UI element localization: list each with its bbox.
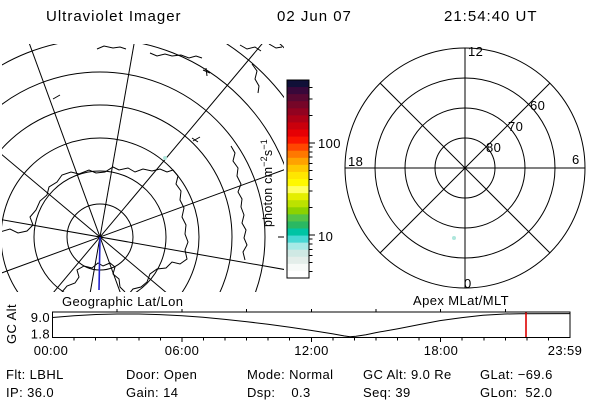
- colorbar-band: [287, 242, 309, 251]
- colorbar-band: [287, 228, 309, 237]
- colorbar-band: [287, 193, 309, 201]
- status-glat: GLat: −69.6: [480, 367, 553, 382]
- colorbar-panel: 100 10 photon cm−2s−1: [259, 79, 341, 279]
- colorbar-band: [287, 101, 309, 109]
- apex-polar-panel: 12 18 6 0 60 70 80 Apex MLat/MLT: [344, 44, 586, 308]
- mlt-label-18: 18: [348, 154, 363, 169]
- status-gc-alt: GC Alt: 9.0 Re: [363, 367, 452, 382]
- apex-polar-caption: Apex MLat/MLT: [413, 293, 509, 308]
- colorbar-tick-label-100: 100: [318, 136, 341, 151]
- geographic-map-panel: Geographic Lat/Lon: [2, 44, 284, 309]
- status-seq: Seq: 39: [363, 385, 411, 400]
- colorbar-band: [287, 270, 309, 279]
- status-ip: IP: 36.0: [6, 385, 54, 400]
- colorbar-band: [287, 94, 309, 102]
- mlt-label-12: 12: [468, 44, 483, 59]
- header-date: 02 Jun 07: [277, 8, 352, 25]
- colorbar-band: [287, 150, 309, 159]
- colorbar-gradient: [287, 80, 309, 279]
- status-glon: GLon: 52.0: [480, 385, 552, 400]
- colorbar-frame: [286, 79, 310, 279]
- xtick-0600: 06:00: [165, 343, 200, 358]
- colorbar-band: [287, 136, 309, 145]
- xtick-1800: 18:00: [424, 343, 459, 358]
- coastline-antarctica: [2, 44, 283, 292]
- header-time-ut: 21:54:40 UT: [444, 8, 538, 25]
- timeline-hour-ticks: [73, 337, 549, 342]
- colorbar-band: [287, 157, 309, 166]
- colorbar-band: [287, 122, 309, 131]
- timeline-frame: [52, 311, 571, 338]
- status-door: Door: Open: [126, 367, 197, 382]
- xtick-0000: 00:00: [34, 343, 69, 358]
- colorbar-band: [287, 108, 309, 116]
- colorbar-band: [287, 164, 309, 173]
- colorbar-band: [287, 143, 309, 152]
- colorbar-band: [287, 115, 309, 124]
- meridian-lines: [2, 44, 284, 292]
- colorbar-tick-label-10: 10: [318, 229, 333, 244]
- ytick-9.0: 9.0: [31, 310, 50, 325]
- colorbar-band: [287, 179, 309, 187]
- colorbar-minor-ticks: [309, 87, 313, 273]
- colorbar-band: [287, 249, 309, 258]
- colorbar-band: [287, 214, 309, 223]
- colorbar-band: [287, 171, 309, 180]
- uv-emission-spot-left: [163, 156, 167, 160]
- colorbar-band: [287, 207, 309, 215]
- colorbar-band: [287, 263, 309, 272]
- mlt-spokes: [345, 48, 585, 288]
- colorbar-band: [287, 200, 309, 208]
- colorbar-unit-label: photon cm−2s−1: [259, 139, 275, 227]
- colorbar-band: [287, 186, 309, 194]
- colorbar-band: [287, 256, 309, 265]
- colorbar-band: [287, 87, 309, 95]
- status-mode: Mode: Normal: [247, 367, 333, 382]
- xtick-2359: 23:59: [548, 343, 583, 358]
- colorbar-band: [287, 221, 309, 230]
- status-flt: Flt: LBHL: [6, 367, 64, 382]
- header: Ultraviolet Imager 02 Jun 07 21:54:40 UT: [46, 8, 538, 25]
- colorbar-band: [287, 80, 309, 88]
- satellite-track-line: [98, 236, 101, 291]
- timeline-ylabel: GC Alt: [4, 304, 19, 344]
- app-title: Ultraviolet Imager: [46, 8, 182, 25]
- colorbar-band: [287, 129, 309, 138]
- gc-alt-curve: [52, 313, 571, 338]
- timeline-top-ticks: [116, 309, 506, 312]
- mlat-label-70: 70: [508, 119, 523, 134]
- ytick-1.8: 1.8: [31, 327, 50, 342]
- uv-emission-spot-right: [452, 236, 456, 240]
- status-dsp: Dsp: 0.3: [247, 385, 311, 400]
- status-gain: Gain: 14: [126, 385, 178, 400]
- mlat-label-60: 60: [530, 98, 545, 113]
- colorbar-major-ticks: [309, 142, 315, 236]
- status-readout: Flt: LBHL Door: Open Mode: Normal GC Alt…: [6, 367, 553, 400]
- xtick-1200: 12:00: [294, 343, 329, 358]
- mlt-label-6: 6: [572, 152, 580, 167]
- mlt-label-0: 0: [464, 276, 472, 291]
- geographic-map-caption: Geographic Lat/Lon: [62, 294, 183, 309]
- colorbar-band: [287, 235, 309, 244]
- altitude-timeline-panel: GC Alt 9.0 1.8 00:00 06:00 12:00 18:00 2…: [4, 304, 582, 358]
- mlat-label-80: 80: [486, 140, 501, 155]
